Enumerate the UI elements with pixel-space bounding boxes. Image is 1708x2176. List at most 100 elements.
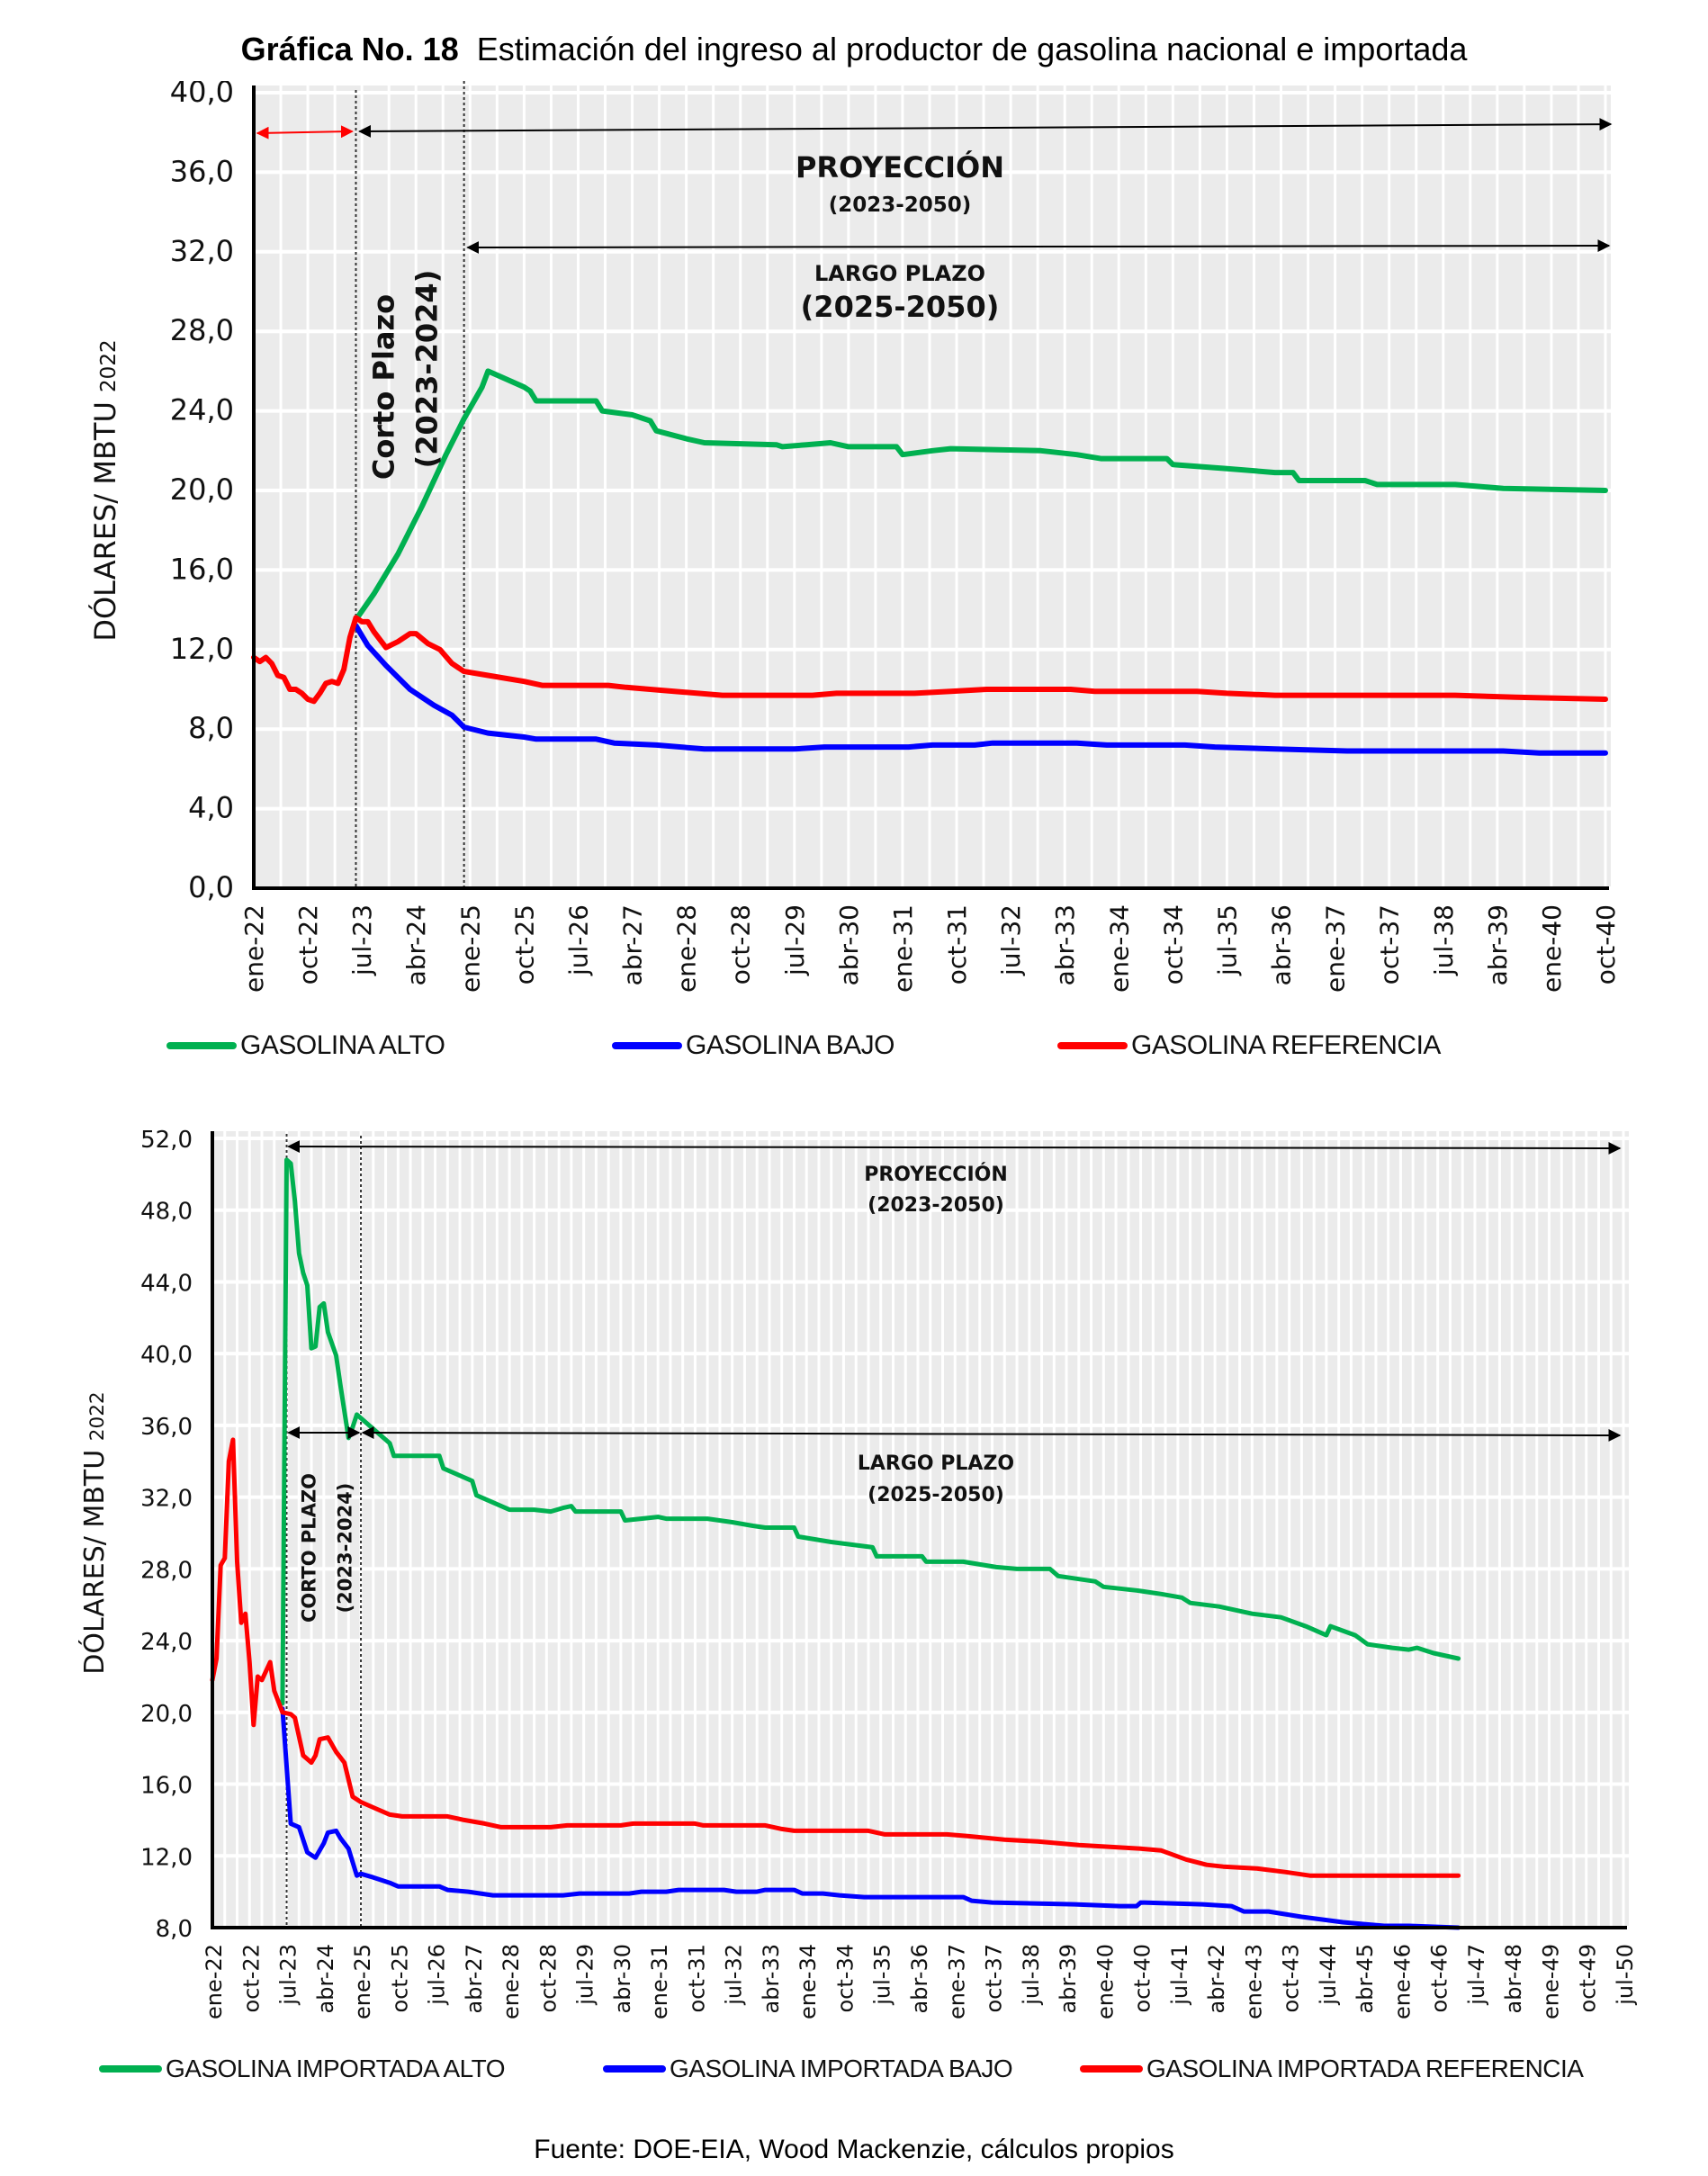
legend-item-referencia: GASOLINA REFERENCIA <box>1057 1030 1441 1061</box>
y-axis-label: DÓLARES/ MBTU 2022 <box>87 339 122 641</box>
x-tick-label: ene-43 <box>1241 1944 1266 2019</box>
legend-item-bajo: GASOLINA BAJO <box>612 1030 894 1061</box>
x-tick-label: jul-32 <box>996 904 1026 976</box>
legend-gasolina-nacional: GASOLINA ALTO GASOLINA BAJO GASOLINA REF… <box>0 1030 1708 1066</box>
legend-gasolina-importada: GASOLINA IMPORTADA ALTO GASOLINA IMPORTA… <box>0 2055 1708 2091</box>
y-tick-label: 16,0 <box>170 552 234 586</box>
y-tick-label: 36,0 <box>140 1414 193 1441</box>
corto-plazo-years-label: (2023-2024) <box>409 270 444 469</box>
legend-swatch-bajo <box>612 1042 682 1049</box>
legend-swatch-alto <box>99 2065 162 2073</box>
x-tick-label: jul-50 <box>1613 1944 1638 2006</box>
y-tick-label: 40,0 <box>140 1342 193 1369</box>
x-tick-label: ene-37 <box>944 1944 969 2019</box>
y-tick-label: 32,0 <box>140 1486 193 1513</box>
x-tick-label: jul-29 <box>780 904 810 976</box>
x-tick-label: oct-43 <box>1279 1944 1304 2013</box>
legend-item-importada-referencia: GASOLINA IMPORTADA REFERENCIA <box>1080 2055 1584 2083</box>
y-tick-label: 28,0 <box>170 313 234 347</box>
x-tick-label: ene-25 <box>350 1944 375 2019</box>
x-tick-label: ene-46 <box>1389 1944 1415 2019</box>
x-tick-label: oct-25 <box>387 1944 412 2013</box>
x-tick-label: jul-38 <box>1429 904 1459 976</box>
largo-plazo-arrow <box>361 1426 1622 1442</box>
y-tick-label: 12,0 <box>170 632 234 666</box>
legend-label: GASOLINA IMPORTADA ALTO <box>166 2055 506 2082</box>
x-tick-label: oct-28 <box>726 904 756 985</box>
x-tick-label: oct-34 <box>832 1944 858 2013</box>
x-tick-label: oct-31 <box>942 904 972 985</box>
x-tick-label: ene-31 <box>888 904 918 993</box>
x-tick-label: oct-25 <box>509 904 539 985</box>
y-tick-label: 16,0 <box>140 1773 193 1800</box>
corto-plazo-label: Corto Plazo <box>366 294 400 480</box>
y-tick-label: 48,0 <box>140 1199 193 1226</box>
proyeccion-years-label: (2023-2050) <box>829 193 972 217</box>
y-axis-label-main: DÓLARES/ MBTU <box>87 392 122 642</box>
x-tick-label: oct-40 <box>1591 904 1621 985</box>
y-axis-label: DÓLARES/ MBTU 2022 <box>77 1391 111 1674</box>
x-tick-label: ene-34 <box>1104 904 1134 993</box>
series-line-gasolina-alto <box>353 368 1608 623</box>
x-tick-label: oct-49 <box>1576 1944 1601 2013</box>
y-tick-label: 24,0 <box>170 393 234 427</box>
largo-plazo-arrow <box>466 239 1611 254</box>
series-line-gasolina-bajo <box>353 623 1608 756</box>
source-note: Fuente: DOE-EIA, Wood Mackenzie, cálculo… <box>534 2135 1174 2164</box>
x-tick-label: abr-33 <box>759 1944 784 2013</box>
legend-swatch-bajo <box>603 2065 666 2073</box>
x-tick-label: ene-22 <box>239 904 269 993</box>
x-tick-label: ene-28 <box>499 1944 524 2019</box>
y-tick-label: 28,0 <box>140 1557 193 1584</box>
x-tick-label: ene-31 <box>647 1944 672 2019</box>
chart-gasolina-nacional: 0,0 4,0 8,0 12,0 16,0 20,0 24,0 28,0 32,0 36,0 40,… <box>87 81 1621 993</box>
x-tick-label: abr-36 <box>907 1944 932 2013</box>
figure-title-text: Estimación del ingreso al productor de g… <box>476 31 1468 67</box>
x-tick-label: ene-28 <box>672 904 702 993</box>
x-tick-label: ene-25 <box>455 904 485 993</box>
x-tick-label: jul-35 <box>870 1944 895 2006</box>
x-tick-label: ene-22 <box>202 1944 227 2019</box>
x-tick-label: abr-45 <box>1353 1944 1378 2013</box>
legend-label: GASOLINA REFERENCIA <box>1131 1030 1441 1060</box>
x-tick-label: abr-36 <box>1267 904 1297 985</box>
x-tick-label: jul-35 <box>1212 904 1242 976</box>
x-tick-label: jul-47 <box>1464 1944 1489 2006</box>
y-tick-label: 24,0 <box>140 1629 193 1656</box>
proyeccion-label: PROYECCIÓN <box>864 1163 1008 1186</box>
y-tick-label: 0,0 <box>188 870 234 904</box>
y-tick-label: 44,0 <box>140 1270 193 1297</box>
x-tick-label: oct-28 <box>535 1944 561 2013</box>
x-tick-label: ene-40 <box>1537 904 1567 993</box>
y-tick-label: 36,0 <box>170 154 234 188</box>
y-axis-label-year: 2022 <box>86 1391 109 1441</box>
legend-item-importada-alto: GASOLINA IMPORTADA ALTO <box>99 2055 506 2083</box>
x-tick-label: oct-34 <box>1158 904 1188 985</box>
legend-label: GASOLINA IMPORTADA REFERENCIA <box>1146 2055 1584 2082</box>
largo-plazo-label: LARGO PLAZO <box>858 1452 1014 1475</box>
x-tick-label: abr-27 <box>618 904 648 985</box>
proyeccion-arrow <box>287 1140 1622 1155</box>
x-tick-label: jul-26 <box>563 904 593 976</box>
legend-swatch-referencia <box>1057 1042 1128 1049</box>
plot-area <box>212 1131 1629 1928</box>
x-tick-label: abr-39 <box>1483 904 1513 985</box>
proyeccion-label: PROYECCIÓN <box>796 149 1004 184</box>
y-tick-label: 4,0 <box>188 791 234 825</box>
series-line-gasolina-importada-alto <box>280 1157 1461 1706</box>
chart-gasolina-importada: 8,0 12,0 16,0 20,0 24,0 28,0 32,0 36,0 40,0 44,0 4… <box>77 1127 1638 2019</box>
x-tick-label: ene-49 <box>1538 1944 1563 2019</box>
legend-label: GASOLINA BAJO <box>686 1030 894 1060</box>
y-tick-label: 40,0 <box>170 81 234 109</box>
y-tick-label: 52,0 <box>140 1127 193 1154</box>
x-tick-label: jul-44 <box>1316 1944 1341 2006</box>
x-tick-label: oct-37 <box>1375 904 1405 985</box>
x-tick-label: oct-22 <box>238 1944 264 2013</box>
legend-swatch-alto <box>166 1042 237 1049</box>
x-tick-label: abr-24 <box>313 1944 338 2013</box>
y-tick-label: 32,0 <box>170 234 234 268</box>
x-tick-label: jul-26 <box>425 1944 450 2006</box>
x-tick-label: abr-48 <box>1501 1944 1526 2013</box>
largo-plazo-label: LARGO PLAZO <box>814 261 985 286</box>
largo-plazo-years-label: (2025-2050) <box>867 1484 1004 1506</box>
